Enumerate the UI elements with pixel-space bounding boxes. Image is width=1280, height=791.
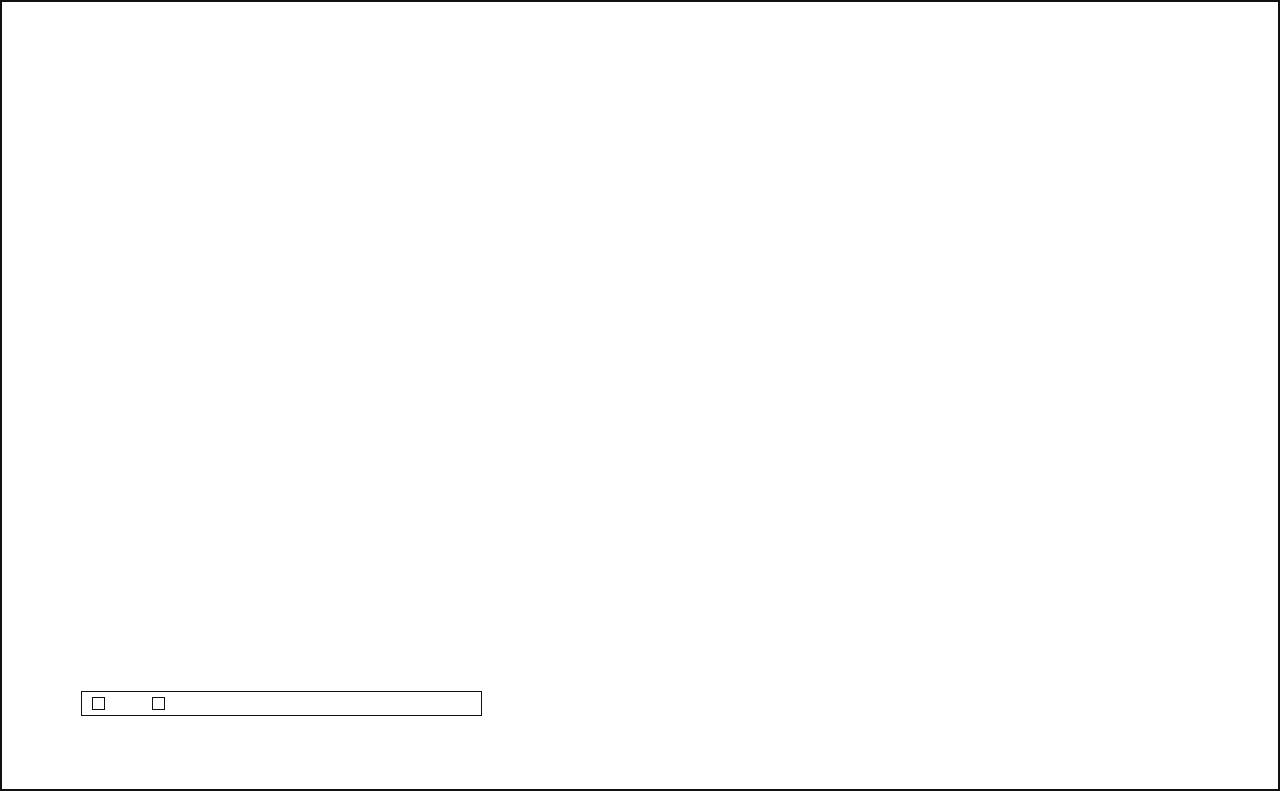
legend-swatch-wohnungen [152,697,165,710]
legend-swatch-wohngebaeude [92,697,105,710]
legend [81,691,482,716]
